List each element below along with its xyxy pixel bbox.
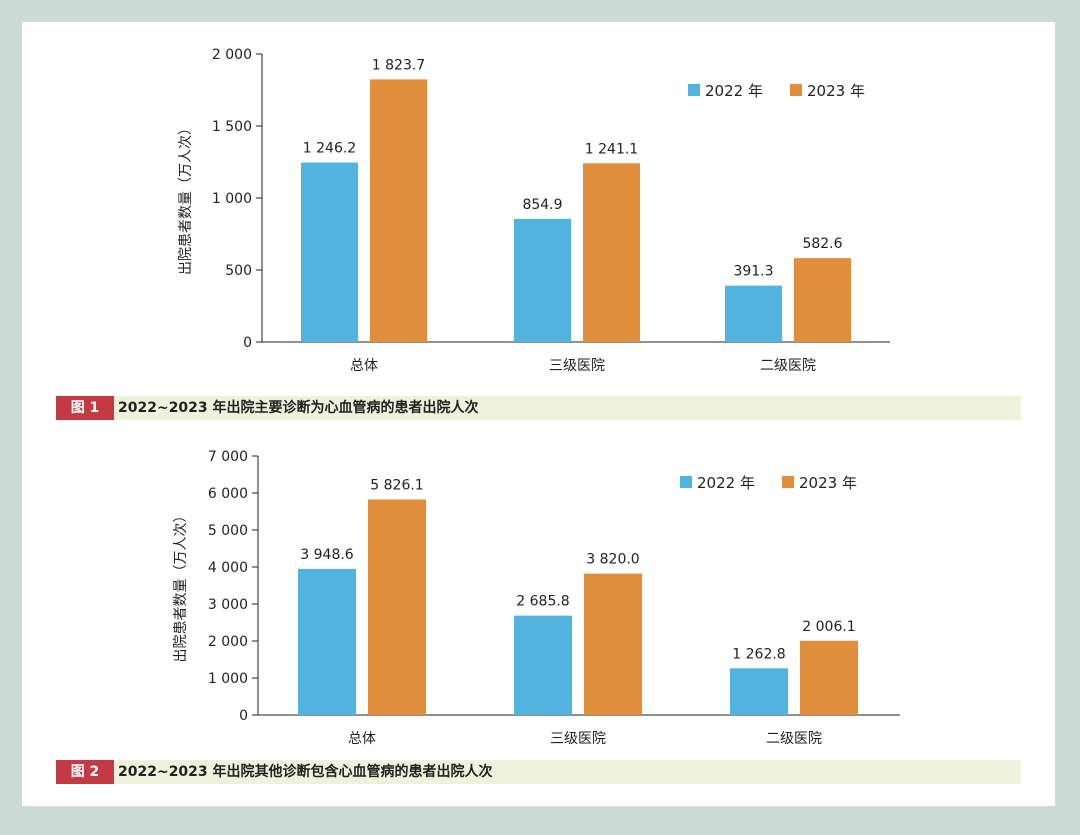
y-tick-label: 1 500 (212, 119, 252, 135)
y-tick-label: 0 (243, 335, 252, 351)
legend-swatch (782, 476, 794, 488)
bar-value-label: 854.9 (522, 197, 562, 213)
y-tick-label: 2 000 (208, 634, 248, 650)
y-tick-label: 7 000 (208, 449, 248, 465)
figure-2-label: 图 2 (56, 760, 114, 784)
y-tick-label: 5 000 (208, 523, 248, 539)
bar-value-label: 1 823.7 (372, 57, 425, 73)
bar-value-label: 1 241.1 (585, 141, 638, 157)
x-tick-label: 总体 (350, 358, 378, 374)
figure-1-title: 2022~2023 年出院主要诊断为心血管病的患者出院人次 (118, 400, 479, 416)
bar-2022-2 (725, 285, 782, 342)
bar-value-label: 1 262.8 (732, 646, 785, 662)
legend-label: 2023 年 (799, 474, 857, 492)
bar-value-label: 1 246.2 (303, 141, 356, 157)
bar-2022-1 (514, 615, 572, 715)
bar-2023-2 (800, 640, 858, 715)
chart-2: 0 1 000 2 000 3 000 4 000 5 000 6 000 7 000 出院患者… (173, 449, 900, 747)
bar-value-label: 2 685.8 (516, 594, 569, 610)
legend-label: 2023 年 (807, 82, 865, 100)
bar-value-label: 3 820.0 (586, 552, 639, 568)
bar-2023-0 (368, 499, 426, 715)
bar-value-label: 5 826.1 (370, 477, 423, 493)
y-tick-label: 0 (239, 708, 248, 724)
legend-label: 2022 年 (697, 474, 755, 492)
bar-2022-0 (298, 568, 356, 715)
figure-2-title: 2022~2023 年出院其他诊断包含心血管病的患者出院人次 (118, 764, 493, 780)
legend-swatch (790, 84, 802, 96)
y-tick-label: 4 000 (208, 560, 248, 576)
bar-value-label: 2 006.1 (802, 619, 855, 635)
bar-2022-0 (301, 162, 358, 342)
figure-2-caption: 图 2 2022~2023 年出院其他诊断包含心血管病的患者出院人次 (56, 760, 1021, 784)
y-axis-title: 出院患者数量（万人次） (178, 121, 194, 275)
y-axis-title: 出院患者数量（万人次） (173, 509, 189, 663)
y-tick-label: 6 000 (208, 486, 248, 502)
legend-swatch (688, 84, 700, 96)
y-tick-label: 1 000 (212, 191, 252, 207)
x-tick-label: 二级医院 (766, 731, 822, 747)
bar-value-label: 582.6 (802, 236, 842, 252)
bar-2023-1 (583, 163, 640, 342)
bar-value-label: 391.3 (733, 264, 773, 280)
y-tick-label: 3 000 (208, 597, 248, 613)
bar-2023-1 (584, 573, 642, 715)
x-tick-label: 三级医院 (550, 731, 606, 747)
y-tick-label: 500 (225, 263, 252, 279)
figure-1-caption: 图 1 2022~2023 年出院主要诊断为心血管病的患者出院人次 (56, 396, 1021, 420)
bar-2022-1 (514, 218, 571, 342)
bar-value-label: 3 948.6 (300, 547, 354, 563)
bar-2023-2 (794, 258, 851, 342)
figure-1-label: 图 1 (56, 396, 114, 420)
bar-2022-2 (730, 668, 788, 715)
x-tick-label: 三级医院 (549, 358, 605, 374)
x-tick-label: 总体 (348, 731, 376, 747)
legend-label: 2022 年 (705, 82, 763, 100)
y-tick-label: 1 000 (208, 671, 248, 687)
bar-2023-0 (370, 79, 427, 342)
y-tick-label: 2 000 (212, 47, 252, 63)
legend-swatch (680, 476, 692, 488)
x-tick-label: 二级医院 (760, 358, 816, 374)
chart-1: 0 500 1 000 1 500 2 000 出院患者数量（万人次） 1 246.2 1 8… (178, 47, 890, 374)
